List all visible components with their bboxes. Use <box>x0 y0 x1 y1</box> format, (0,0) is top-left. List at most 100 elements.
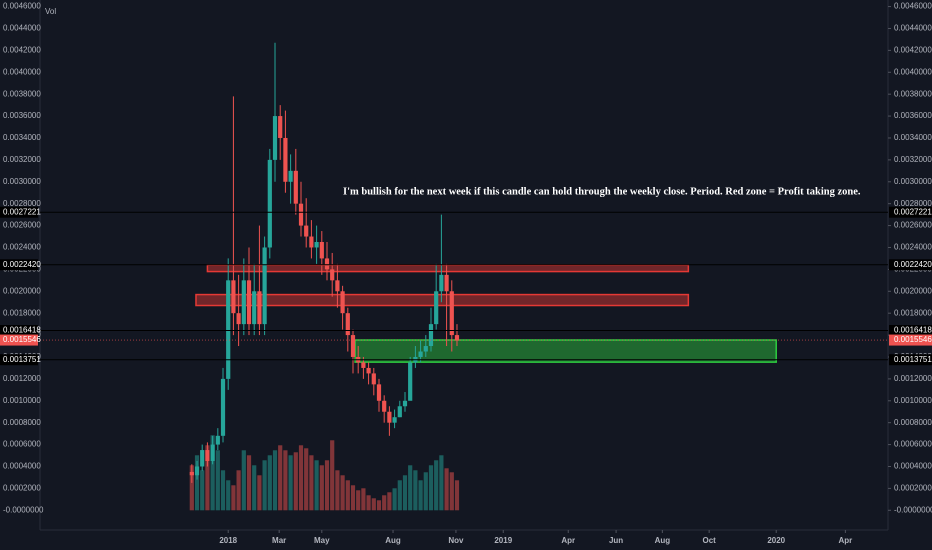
y-tick-label-right: 0.0024000 <box>894 243 932 252</box>
level-box-left <box>0 259 38 271</box>
volume-bar <box>293 452 298 511</box>
volume-bar <box>200 470 205 511</box>
y-tick-label-right: 0.0042000 <box>894 45 932 54</box>
volume-bar <box>189 465 194 511</box>
x-tick-label: Apr <box>561 536 575 545</box>
volume-bar <box>236 470 241 511</box>
x-tick-label: 2018 <box>219 536 237 545</box>
candle-body <box>189 471 194 476</box>
volume-bar <box>418 480 423 511</box>
candle-body <box>220 378 226 436</box>
candle-body <box>361 362 366 368</box>
y-tick-label-left: 0.0034000 <box>3 133 41 142</box>
zone <box>195 293 690 307</box>
volume-bar <box>423 472 428 511</box>
candle-body <box>387 411 392 423</box>
y-tick-label-right: 0.0044000 <box>894 24 932 33</box>
y-tick-label-left: 0.0046000 <box>3 2 41 11</box>
candle-body <box>402 400 408 407</box>
volume-bar <box>330 440 335 511</box>
volume-bar <box>371 498 376 511</box>
volume-bar <box>345 480 350 511</box>
x-tick-label: Mar <box>272 536 286 545</box>
x-tick-label: Apr <box>838 536 852 545</box>
volume-bar <box>231 485 236 511</box>
volume-bar <box>288 455 293 511</box>
volume-bar <box>210 435 215 511</box>
candle-body <box>335 280 340 292</box>
candle-body <box>304 225 309 237</box>
candle-body <box>319 242 324 259</box>
volume-bar <box>361 488 366 511</box>
level-label-left: 0.0013751 <box>3 355 41 364</box>
candle-body <box>330 269 335 281</box>
y-tick-label-right: 0.0038000 <box>894 89 932 98</box>
y-tick-label-left: 0.0018000 <box>3 308 41 317</box>
y-tick-label-left: 0.0026000 <box>3 221 41 230</box>
volume-bar <box>350 485 356 511</box>
level-label-right: 0.0016418 <box>894 326 932 335</box>
candle-body <box>324 258 330 270</box>
volume-bar <box>215 450 220 511</box>
level-box-right <box>889 325 932 337</box>
level-label-right: 0.0027221 <box>894 207 932 216</box>
candle-body <box>340 291 345 314</box>
level-label-right: 0.0022420 <box>894 260 932 269</box>
volume-bar <box>356 490 361 511</box>
candle-body <box>231 280 236 314</box>
volume-bar <box>319 465 324 511</box>
y-tick-label-left: 0.0030000 <box>3 177 41 186</box>
volume-bar <box>449 472 454 511</box>
volume-bar <box>376 500 382 511</box>
x-tick-label: Aug <box>385 536 401 545</box>
y-tick-label-left: 0.0010000 <box>3 396 41 405</box>
y-tick-label-left: 0.0038000 <box>3 89 41 98</box>
x-tick-label: Jun <box>609 536 623 545</box>
candle-body <box>408 362 413 401</box>
candle-body <box>428 324 434 347</box>
x-tick-label: May <box>314 536 330 545</box>
candle-body <box>283 137 288 182</box>
volume-bar <box>220 470 226 511</box>
level-label-right: 0.0013751 <box>894 355 932 364</box>
candle-body <box>309 236 314 248</box>
volume-bar <box>392 488 397 511</box>
x-tick-label: 2020 <box>767 536 785 545</box>
candle-body <box>439 274 444 292</box>
volume-bar <box>413 470 418 511</box>
y-tick-label-right: 0.0004000 <box>894 462 932 471</box>
y-tick-label-left: 0.0040000 <box>3 67 41 76</box>
y-tick-label-left: 0.0028000 <box>3 199 41 208</box>
y-tick-label-right: 0.0018000 <box>894 308 932 317</box>
candle-body <box>314 242 319 248</box>
level-box-right <box>889 206 932 218</box>
candle-body <box>418 351 423 357</box>
volume-bar <box>340 475 345 511</box>
candle-body <box>350 335 356 357</box>
x-tick-label: 2019 <box>494 536 512 545</box>
y-tick-label-right: 0.0036000 <box>894 111 932 120</box>
candle-body <box>366 367 371 374</box>
candle-body <box>376 384 382 401</box>
volume-bar <box>382 495 387 511</box>
volume-bar <box>257 475 262 511</box>
level-label-left: 0.0022420 <box>3 260 41 269</box>
y-tick-label-left: 0.0008000 <box>3 418 41 427</box>
y-tick-label-right: 0.0008000 <box>894 418 932 427</box>
volume-bar <box>283 450 288 511</box>
last-price-label-left: 0.0015546 <box>3 335 41 344</box>
candle-body <box>371 373 376 385</box>
volume-label: Vol <box>45 7 56 16</box>
volume-bar <box>439 455 444 511</box>
x-tick-label: Aug <box>655 536 671 545</box>
y-tick-label-right: 0.0006000 <box>894 440 932 449</box>
y-tick-label-right: 0.0034000 <box>894 133 932 142</box>
volume-bar <box>335 470 340 511</box>
volume-bar <box>262 460 267 511</box>
annotation: I'm bullish for the next week if this ca… <box>343 186 861 197</box>
y-tick-label-left: 0.0006000 <box>3 440 41 449</box>
y-tick-label-right: 0.0026000 <box>894 221 932 230</box>
level-label-left: 0.0016418 <box>3 326 41 335</box>
candle-body <box>246 280 252 325</box>
y-tick-label-right: 0.0002000 <box>894 483 932 492</box>
